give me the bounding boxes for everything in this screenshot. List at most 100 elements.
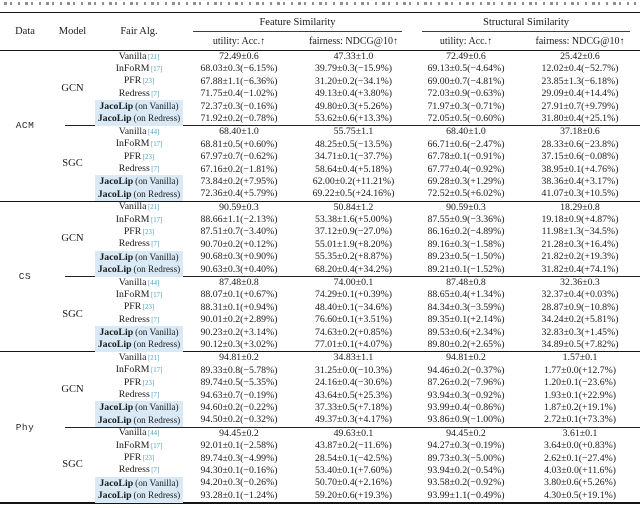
value-cell: 76.60±0.1(+3.51%) xyxy=(314,314,393,326)
fair-alg-cell: PFR [23] xyxy=(95,377,183,390)
fair-alg-suffix: (on Vanilla) xyxy=(135,101,179,112)
table-row: JacoLip (on Redress) 71.92±0.2(−0.78%) 53.6… xyxy=(95,112,640,126)
fair-alg-suffix: (on Redress) xyxy=(133,188,181,199)
fair-alg-suffix: (on Vanilla) xyxy=(135,327,179,338)
table-row: JacoLip (on Redress) 93.28±0.1(−1.24%) 59.2… xyxy=(95,489,640,503)
citation-ref: [7] xyxy=(151,392,160,400)
value-cell: 66.71±0.6(−2.47%) xyxy=(427,138,505,150)
value-cell: 25.42±0.6 xyxy=(560,51,600,62)
fair-alg-cell: InFoRM [17] xyxy=(95,214,183,227)
value-cell: 50.70±0.4(+2.16%) xyxy=(314,477,393,489)
value-cell: 89.21±0.1(−1.52%) xyxy=(427,263,505,275)
citation-ref: [17] xyxy=(150,141,163,149)
fair-alg-suffix: (on Redress) xyxy=(133,490,181,501)
value-cell: 68.40±1.0 xyxy=(219,126,259,138)
fair-alg-cell: InFoRM [17] xyxy=(95,138,183,151)
fair-alg-label: JacoLip xyxy=(99,251,134,263)
value-cell: 32.36±0.3 xyxy=(560,277,600,289)
rows: Vanilla [44] 68.40±1.0 55.75±1.1 68.40±1.0 37… xyxy=(95,126,640,202)
value-cell: 49.63±0.1 xyxy=(333,427,374,439)
value-cell: 2.72±0.1(+73.3%) xyxy=(543,414,617,426)
model-label: SGC xyxy=(62,158,83,170)
value-cell: 69.00±0.7(−4.81%) xyxy=(427,75,505,87)
value-cell: 69.28±0.3(+1.29%) xyxy=(427,175,505,187)
fair-alg-cell: PFR [23] xyxy=(95,75,183,88)
value-cell: 50.84±1.2 xyxy=(333,201,374,213)
fair-alg-label: JacoLip xyxy=(97,113,132,125)
value-cell: 28.54±0.1(−42.5%) xyxy=(314,452,393,464)
table-row: JacoLip (on Vanilla) 73.84±0.2(+7.95%) 62.0… xyxy=(95,175,640,189)
value-cell: 69.13±0.5(−4.64%) xyxy=(427,63,505,75)
table-row: Vanilla [44] 68.40±1.0 55.75±1.1 68.40±1.0 37… xyxy=(95,126,640,138)
table-row: Redress [7] 90.01±0.2(+2.89%) 76.60±0.1(+3.… xyxy=(95,314,640,326)
value-cell: 88.66±1.1(−2.13%) xyxy=(200,214,278,226)
value-cell: 90.59±0.3 xyxy=(446,201,486,213)
value-cell: 49.37±0.3(+4.17%) xyxy=(314,414,393,426)
fair-alg-label: JacoLip xyxy=(99,101,134,113)
value-cell: 94.81±0.2 xyxy=(446,352,486,364)
fair-alg-suffix: (on Redress) xyxy=(133,113,181,124)
value-cell: 29.09±0.4(+14.4%) xyxy=(541,88,619,100)
table-row: Vanilla [44] 87.48±0.8 74.00±0.1 87.48±0.8 32… xyxy=(95,277,640,289)
fair-alg-cell: Redress [7] xyxy=(95,389,183,402)
fair-alg-label: InFoRM xyxy=(115,439,150,451)
block-separator-rule xyxy=(65,125,640,127)
citation-ref: [7] xyxy=(151,166,160,174)
fair-alg-cell: PFR [23] xyxy=(95,226,183,239)
table-row: InFoRM [17] 68.03±0.3(−6.15%) 39.79±0.3(−15… xyxy=(95,63,640,75)
table-row: PFR [23] 67.97±0.7(−0.62%) 34.71±0.1(−37.7%… xyxy=(95,151,640,163)
fair-alg-cell: PFR [23] xyxy=(95,452,183,465)
value-cell: 23.85±1.3(−6.18%) xyxy=(541,75,619,87)
fair-alg-label: JacoLip xyxy=(97,188,132,200)
fair-alg-cell: JacoLip (on Vanilla) xyxy=(95,175,183,189)
fair-alg-label: JacoLip xyxy=(97,264,132,276)
value-cell: 90.68±0.3(+0.90%) xyxy=(200,251,278,263)
citation-ref: [21] xyxy=(147,204,160,212)
table-row: JacoLip (on Redress) 90.63±0.3(+0.40%) 68.2… xyxy=(95,263,640,277)
column-header-utility-acc-feature: utility: Acc.↑ xyxy=(212,35,266,47)
citation-ref: [17] xyxy=(150,291,163,299)
value-cell: 43.64±0.5(+25.3%) xyxy=(314,389,393,401)
cmidrule-feature xyxy=(193,31,402,32)
value-cell: 27.91±0.7(+9.79%) xyxy=(541,100,619,112)
fair-alg-cell: Redress [7] xyxy=(95,163,183,176)
value-cell: 94.45±0.2 xyxy=(446,427,486,439)
fair-alg-cell: Vanilla [44] xyxy=(95,427,183,440)
value-cell: 88.07±0.1(+0.67%) xyxy=(200,289,278,301)
value-cell: 24.16±0.4(−30.6%) xyxy=(314,377,393,389)
value-cell: 89.53±0.6(+2.34%) xyxy=(427,326,505,338)
value-cell: 89.16±0.3(−1.58%) xyxy=(427,238,505,250)
model-label: GCN xyxy=(61,82,84,94)
value-cell: 93.58±0.2(−0.92%) xyxy=(427,477,505,489)
table-row: Redress [7] 94.63±0.7(−0.19%) 43.64±0.5(+25… xyxy=(95,389,640,402)
citation-ref: [7] xyxy=(151,90,160,98)
citation-ref: [44] xyxy=(147,279,160,287)
value-cell: 84.34±0.3(−3.59%) xyxy=(427,301,505,313)
value-cell: 87.55±0.9(−3.36%) xyxy=(427,214,505,226)
value-cell: 49.13±0.4(+3.80%) xyxy=(314,88,393,100)
table-row: Redress [7] 67.16±0.2(−1.81%) 58.64±0.4(+5.… xyxy=(95,163,640,176)
table-row: JacoLip (on Vanilla) 94.20±0.3(−0.26%) 50.7… xyxy=(95,476,640,491)
table-row: InFoRM [17] 92.01±0.1(−2.58%) 43.87±0.2(−11… xyxy=(95,440,640,452)
value-cell: 3.80±0.6(+5.26%) xyxy=(543,477,617,489)
cmidrule-structural xyxy=(422,31,630,32)
cropped-caption-remnant xyxy=(4,2,636,5)
column-header-fairness-ndcg-feature: fairness: NDCG@10↑ xyxy=(309,35,398,47)
value-cell: 32.37±0.4(+0.03%) xyxy=(541,289,619,301)
value-cell: 19.18±0.9(+4.87%) xyxy=(541,214,619,226)
fair-alg-cell: InFoRM [17] xyxy=(95,289,183,302)
rows: Vanilla [21] 90.59±0.3 50.84±1.2 90.59±0.3 18… xyxy=(95,201,640,277)
fair-alg-cell: JacoLip (on Vanilla) xyxy=(95,401,183,415)
value-cell: 94.81±0.2 xyxy=(219,352,259,364)
fair-alg-cell: Vanilla [21] xyxy=(95,201,183,214)
value-cell: 87.26±0.2(−7.96%) xyxy=(427,377,505,389)
value-cell: 62.00±0.2(+11.21%) xyxy=(312,175,395,187)
fair-alg-label: Vanilla xyxy=(118,427,147,439)
value-cell: 43.87±0.2(−11.6%) xyxy=(315,440,392,452)
value-cell: 32.83±0.3(+1.45%) xyxy=(541,326,619,338)
citation-ref: [17] xyxy=(150,442,163,450)
fair-alg-label: Redress xyxy=(118,313,150,325)
fair-alg-cell: JacoLip (on Vanilla) xyxy=(95,476,183,491)
value-cell: 21.82±0.2(+19.3%) xyxy=(541,251,619,263)
dataset-label: ACM xyxy=(15,120,35,132)
